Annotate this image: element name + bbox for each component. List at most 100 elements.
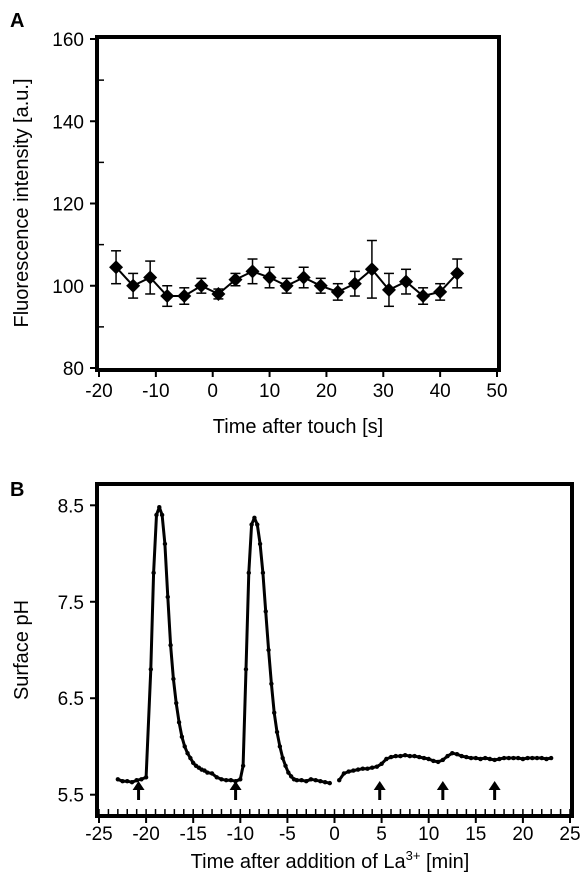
b-data-point [511,755,516,761]
b-data-point [450,751,455,756]
a-data-point [160,289,175,304]
b-data-point [431,758,436,764]
panel-b-x-axis-label-main: Time after addition of La [191,851,407,873]
a-data-point [416,289,431,304]
a-data-point [433,284,448,299]
a-data-point [450,266,465,281]
a-data-point [194,278,209,293]
a-x-tick-label: 50 [486,381,507,402]
a-data-point [228,272,243,287]
panel-a-axes: -20 -10 0 10 20 30 40 50 80 100 120 140 160 [52,30,507,402]
b-data-point [313,778,318,783]
b-data-point [384,756,389,762]
b-data-point [188,755,193,761]
b-x-tick-label: -10 [227,824,254,845]
b-y-tick-label: 7.5 [58,593,84,614]
b-x-tick-label: -25 [85,824,112,845]
b-data-point [327,780,332,786]
panel-b: B -25 -20 -15 -10 -5 0 5 10 15 20 25 5.5 6.5 7.5 8.5 T… [10,479,581,873]
b-y-tick-label: 8.5 [58,496,84,517]
b-y-tick-label: 5.5 [58,786,84,807]
b-data-point [341,771,347,776]
a-data-point [262,270,277,285]
b-data-point [393,753,398,759]
b-data-point [134,778,139,783]
b-data-point [252,515,257,521]
b-data-point [398,753,403,759]
b-data-point [421,755,427,761]
b-series-line-1 [117,505,331,785]
a-data-point [296,270,311,285]
b-data-point [548,755,554,761]
b-data-point [274,729,280,735]
b-data-point [139,777,144,782]
b-data-point [473,755,478,761]
panel-b-axes: -25 -20 -15 -10 -5 0 5 10 15 20 25 5.5 6.5 7.5 8.5 [58,496,581,845]
a-data-point [347,276,362,291]
b-data-point [369,765,375,770]
b-data-point [445,753,450,759]
b-data-point [243,667,249,672]
b-arrow-head [132,781,145,790]
a-y-tick-label: 80 [63,359,84,380]
b-x-tick-label: 0 [329,824,340,845]
b-series-line-2 [337,751,552,782]
b-data-point [205,770,210,775]
b-data-point [492,757,497,763]
b-x-tick-label: 15 [465,824,486,845]
b-data-point [468,755,474,761]
a-y-tick-label: 160 [52,30,84,51]
b-data-point [269,681,274,686]
b-arrow-head [488,781,501,790]
b-data-point [534,755,540,761]
b-data-point [539,755,544,761]
a-x-tick-label: 0 [207,381,218,402]
b-data-point [360,766,365,771]
b-x-tick-label: 10 [418,824,439,845]
b-data-point [162,541,168,547]
b-data-point [209,771,215,776]
panel-a-data [109,239,465,308]
b-data-point [125,779,130,784]
b-data-point [120,779,125,784]
a-data-point [279,278,294,293]
a-data-point [313,278,328,293]
b-x-tick-label: -15 [179,824,206,845]
a-x-tick-label: 20 [316,381,337,402]
a-data-point [126,278,141,293]
b-data-point [286,770,291,775]
b-data-point [374,764,380,769]
b-data-point [263,609,268,614]
b-data-point [238,777,243,782]
panel-b-y-axis-label: Surface pH [11,600,33,700]
a-data-point [399,274,414,289]
a-x-tick-label: 10 [259,381,280,402]
b-data-point [280,755,285,761]
b-data-point [214,775,219,780]
b-data-point [157,505,162,510]
panel-b-x-axis-label-suffix: [min] [420,851,469,873]
panel-b-plot-frame [95,482,574,818]
b-x-tick-label: -20 [132,824,159,845]
a-data-point [109,260,124,275]
b-arrow-head [229,781,242,790]
b-data-point [520,756,526,762]
b-data-point [459,753,464,759]
b-data-point [260,570,266,576]
b-data-point [159,512,165,518]
b-data-point [407,753,413,759]
b-data-point [304,779,309,784]
a-data-point [177,289,192,304]
b-data-point [246,570,251,576]
b-data-point [174,700,179,706]
b-data-point [544,756,549,762]
b-data-point [299,778,304,783]
b-data-point [322,779,328,785]
b-arrow-head [436,781,449,790]
a-x-tick-label: 40 [430,381,451,402]
a-x-tick-label: 30 [373,381,394,402]
b-data-point [294,778,300,783]
b-data-point [426,756,431,762]
b-arrow-head [373,781,386,790]
panel-b-x-axis-label-superscript: 3+ [406,848,421,863]
